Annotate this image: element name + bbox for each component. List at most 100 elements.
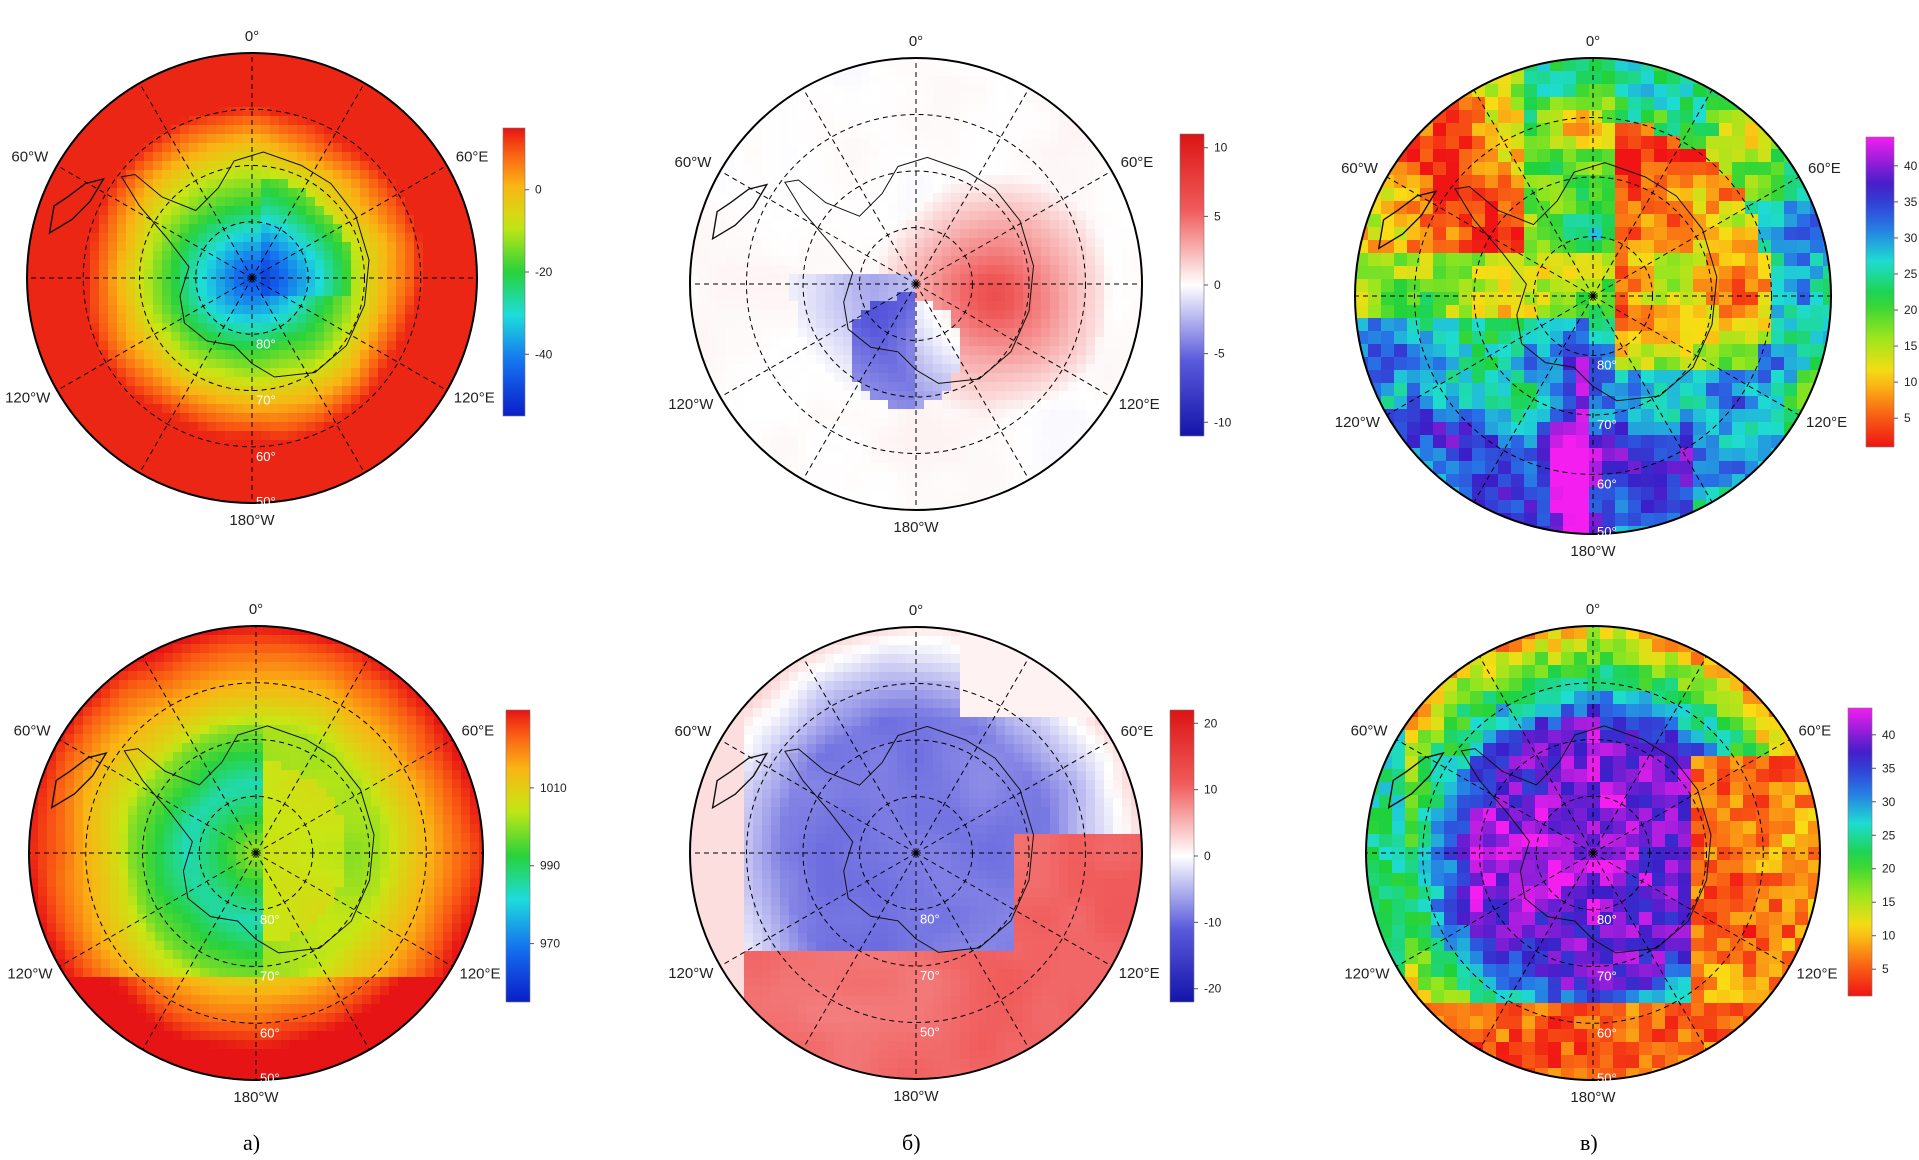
- colorbar-tick-label: -20: [1204, 982, 1222, 996]
- antarctica-coastline: [784, 725, 1035, 953]
- graticule: [27, 53, 477, 503]
- colorbar: 0 -20 -40: [502, 127, 553, 417]
- colorbar-tick-label: 5: [1904, 411, 1911, 425]
- latitude-label: 80°: [1597, 912, 1617, 927]
- map-boundary: [689, 626, 1143, 1080]
- lon-label-lower-right: 120°E: [1119, 396, 1160, 413]
- colorbar-tick-label: 40: [1882, 728, 1896, 742]
- latitude-label: 50°: [256, 494, 276, 509]
- field-layer: [690, 627, 1142, 1079]
- lon-label-right: 60°E: [456, 149, 489, 166]
- lon-label-top: 0°: [909, 33, 923, 50]
- lon-label-top: 0°: [249, 601, 263, 618]
- south-america-coastline: [711, 183, 769, 241]
- lon-label-top: 0°: [909, 602, 923, 619]
- latitude-label: 60°: [1597, 1025, 1617, 1040]
- lon-label-right: 60°E: [1121, 154, 1154, 171]
- colorbar-tick-label: 15: [1882, 895, 1896, 909]
- lon-label-lower-left: 120°W: [668, 965, 714, 982]
- latitude-label: 60°: [260, 1025, 280, 1040]
- colorbar-tick-label: 40: [1904, 159, 1918, 173]
- map-panel-6: 80° 70° 60° 50° 0° 180°W 60°W 60°E 120°W 120°E 40 3…: [1344, 601, 1895, 1106]
- field-layer: [29, 626, 483, 1080]
- lon-label-top: 0°: [245, 28, 259, 45]
- lon-label-left: 60°W: [675, 154, 713, 171]
- colorbar-tick-label: 30: [1882, 795, 1896, 809]
- colorbar-tick-label: 30: [1904, 231, 1918, 245]
- colorbar: 40 35 30 25 20 15 10 5: [1847, 707, 1896, 997]
- map-panel-5: 80° 70° 50° 0° 180°W 60°W 60°E 120°W 120°E 20 10 0 -…: [668, 602, 1221, 1105]
- south-america-coastline: [50, 752, 108, 809]
- lon-label-lower-right: 120°E: [1119, 965, 1160, 982]
- colorbar: 20 10 0 -10 -20: [1169, 709, 1222, 1003]
- colorbar-tick-label: 0: [1204, 849, 1211, 863]
- lon-label-lower-right: 120°E: [454, 390, 495, 407]
- colorbar-tick-label: 25: [1882, 828, 1896, 842]
- lon-label-lower-right: 120°E: [1796, 966, 1837, 983]
- map-boundary: [689, 57, 1143, 511]
- lon-label-right: 60°E: [1798, 723, 1831, 740]
- south-america-coastline: [711, 752, 769, 810]
- graticule: [690, 58, 1142, 510]
- colorbar-tick-label: 0: [1214, 278, 1221, 292]
- colorbar-tick-label: 10: [1882, 929, 1896, 943]
- colorbar-tick-label: 10: [1904, 375, 1918, 389]
- colorbar-tick-label: -10: [1204, 915, 1222, 929]
- lon-label-left: 60°W: [675, 723, 713, 740]
- lon-label-left: 60°W: [11, 149, 49, 166]
- latitude-label: 50°: [1597, 1071, 1617, 1086]
- colorbar: 1010 990 970: [505, 709, 567, 1003]
- lon-label-lower-left: 120°W: [7, 966, 53, 983]
- lon-label-bottom: 180°W: [233, 1089, 279, 1106]
- lon-label-left: 60°W: [1351, 723, 1389, 740]
- latitude-label: 60°: [1597, 477, 1617, 492]
- colorbar-tick-label: 35: [1882, 761, 1896, 775]
- caption-b: б): [902, 1130, 921, 1155]
- antarctica-coastline: [1454, 162, 1718, 402]
- colorbar-tick-label: -40: [535, 347, 553, 361]
- lon-label-top: 0°: [1586, 601, 1600, 618]
- lon-label-top: 0°: [1586, 33, 1600, 50]
- latitude-label: 70°: [920, 968, 940, 983]
- colorbar-tick-label: 15: [1904, 339, 1918, 353]
- colorbar-tick-label: 1010: [540, 781, 567, 795]
- colorbar-tick-label: 970: [540, 937, 560, 951]
- antarctica-coastline: [784, 156, 1035, 384]
- south-america-coastline: [1377, 190, 1438, 250]
- lon-label-bottom: 180°W: [893, 519, 939, 536]
- latitude-label: 70°: [256, 393, 276, 408]
- map-panel-1: 80° 70° 60° 50° 0° 180°W 60°W 60°E 120°W 120°E 0 -2…: [5, 28, 553, 529]
- latitude-label: 80°: [256, 336, 276, 351]
- latitude-label: 50°: [920, 1025, 940, 1040]
- colorbar-tick-label: 0: [535, 183, 542, 197]
- graticule: [29, 626, 483, 1080]
- colorbar: 40 35 30 25 20 15 10 5: [1865, 136, 1918, 448]
- colorbar-tick-label: 35: [1904, 195, 1918, 209]
- lon-label-left: 60°W: [1341, 160, 1379, 177]
- caption-a: а): [243, 1130, 261, 1155]
- colorbar-tick-label: 20: [1882, 862, 1896, 876]
- colorbar-tick-label: 20: [1904, 303, 1918, 317]
- map-panel-4: 80° 70° 60° 50° 0° 180°W 60°W 60°E 120°W 120°E 101…: [7, 601, 567, 1106]
- colorbar-tick-label: 10: [1214, 141, 1228, 155]
- colorbar-tick-label: 5: [1214, 209, 1221, 223]
- colorbar-tick-label: 5: [1882, 962, 1889, 976]
- colorbar: 10 5 0 -5 -10: [1179, 133, 1232, 437]
- latitude-label: 80°: [260, 912, 280, 927]
- graticule: [1355, 58, 1831, 534]
- latitude-label: 80°: [920, 912, 940, 927]
- graticule: [690, 627, 1142, 1079]
- colorbar-tick-label: 25: [1904, 267, 1918, 281]
- lon-label-left: 60°W: [14, 723, 52, 740]
- colorbar-tick-label: 990: [540, 859, 560, 873]
- colorbar-tick-label: 10: [1204, 783, 1218, 797]
- latitude-label: 50°: [1597, 524, 1617, 539]
- colorbar-tick-label: -5: [1214, 347, 1225, 361]
- south-america-coastline: [48, 177, 105, 235]
- lon-label-lower-right: 120°E: [1806, 414, 1847, 431]
- antarctica-coastline: [123, 725, 375, 954]
- lon-label-lower-right: 120°E: [459, 966, 500, 983]
- map-boundary: [26, 52, 478, 504]
- lon-label-bottom: 180°W: [1570, 1089, 1616, 1106]
